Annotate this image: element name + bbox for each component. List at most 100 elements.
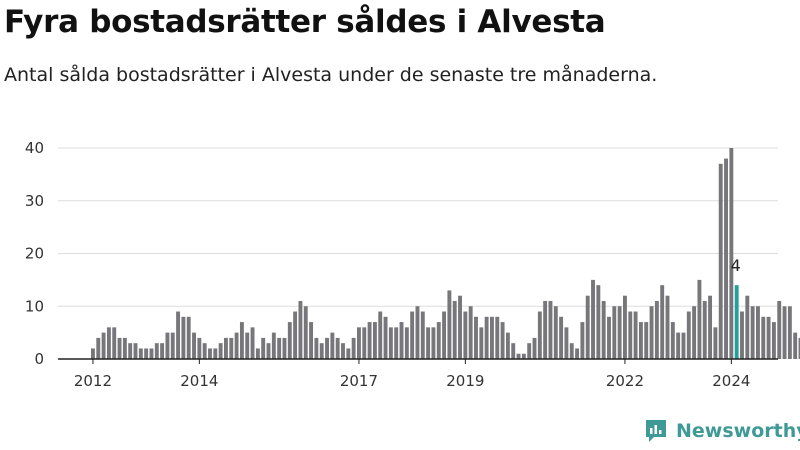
bar	[490, 316, 494, 359]
bar	[330, 332, 335, 360]
bar	[378, 311, 383, 359]
bar	[224, 337, 228, 359]
bar	[271, 332, 276, 360]
bar	[495, 316, 500, 359]
newsworthy-brand[interactable]: Newsworthy	[644, 418, 800, 444]
bar	[383, 316, 388, 359]
bar	[516, 353, 521, 359]
bar	[580, 322, 585, 359]
bar	[346, 348, 351, 359]
y-tick-label: 0	[34, 350, 44, 368]
bar	[197, 337, 202, 359]
bar	[548, 300, 553, 359]
bar	[362, 327, 367, 359]
bar	[160, 343, 165, 359]
bar	[633, 311, 638, 359]
bar	[521, 353, 526, 359]
bar	[91, 348, 95, 359]
y-tick-label: 10	[25, 297, 44, 315]
bar	[447, 290, 452, 359]
bar	[138, 348, 143, 359]
bar	[404, 327, 409, 359]
bar	[314, 337, 319, 359]
bar	[692, 306, 697, 359]
x-tick-label: 2017	[340, 372, 378, 390]
bar	[388, 327, 393, 359]
bar	[463, 311, 468, 359]
bar	[617, 306, 622, 359]
bar	[319, 343, 324, 359]
y-tick-label: 30	[25, 192, 44, 210]
bar	[298, 300, 303, 359]
bar	[165, 332, 170, 360]
bar	[474, 316, 478, 359]
bar	[708, 295, 713, 359]
bar	[628, 311, 633, 359]
bar	[208, 348, 212, 359]
bar	[479, 327, 484, 359]
bar	[505, 332, 510, 360]
bar	[277, 337, 282, 359]
bar	[128, 343, 133, 359]
bar	[761, 316, 766, 359]
bar	[527, 343, 532, 359]
bar	[367, 322, 372, 359]
bar	[569, 343, 574, 359]
bar	[740, 311, 744, 359]
bar	[511, 343, 516, 359]
bar	[101, 332, 106, 360]
bar	[654, 300, 659, 359]
bar	[771, 322, 776, 359]
y-tick-label: 20	[25, 245, 44, 263]
chart-subtitle: Antal sålda bostadsrätter i Alvesta unde…	[4, 64, 658, 86]
bar	[415, 306, 420, 359]
bar	[335, 337, 340, 359]
bar	[670, 322, 675, 359]
bar	[181, 316, 186, 359]
bar	[543, 300, 548, 359]
x-tick-label: 2022	[606, 372, 644, 390]
bar	[229, 337, 234, 359]
bar	[782, 306, 787, 359]
bar	[133, 343, 138, 359]
newsworthy-logo-icon	[646, 420, 666, 442]
bar	[500, 322, 505, 359]
bar	[793, 332, 798, 360]
bar	[681, 332, 686, 360]
data-label: 4	[731, 256, 741, 275]
bar	[357, 327, 361, 359]
bar	[431, 327, 436, 359]
y-tick-label: 40	[25, 139, 44, 157]
bar	[559, 316, 564, 359]
x-tick-label: 2019	[446, 372, 484, 390]
bar	[724, 158, 728, 359]
bar	[250, 327, 255, 359]
bar	[372, 322, 377, 359]
bar	[255, 348, 260, 359]
bar	[660, 285, 665, 359]
bar	[426, 327, 431, 359]
bar	[112, 327, 117, 359]
x-tick-label: 2012	[74, 372, 112, 390]
bar	[394, 327, 399, 359]
bar	[149, 348, 154, 359]
x-tick-label: 2014	[180, 372, 218, 390]
bar	[202, 343, 207, 359]
bar	[287, 322, 292, 359]
bar	[452, 300, 457, 359]
bar	[282, 337, 287, 359]
x-tick-label: 2024	[712, 372, 750, 390]
bar	[442, 311, 447, 359]
bar	[170, 332, 175, 360]
bar	[553, 306, 558, 359]
bar	[665, 295, 670, 359]
bar	[176, 311, 181, 359]
bar	[537, 311, 542, 359]
bar	[303, 306, 308, 359]
bar	[676, 332, 681, 360]
bar	[713, 327, 718, 359]
bar	[532, 337, 537, 359]
bar	[718, 163, 723, 359]
bar	[351, 337, 356, 359]
